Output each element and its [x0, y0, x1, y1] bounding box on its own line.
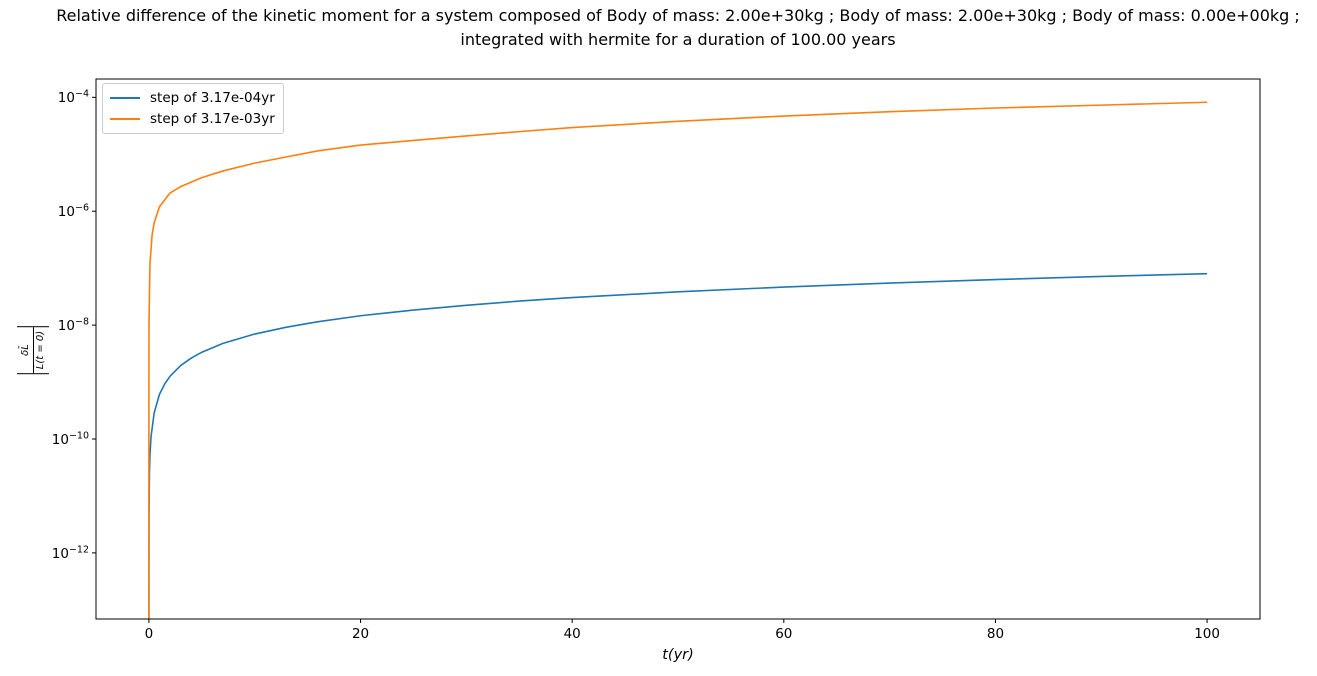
blue-line-sample-icon: [110, 97, 140, 99]
y-tick-label: 10−12: [51, 544, 89, 562]
ylabel-fraction: δL̄ L̄(t = 0): [20, 326, 46, 374]
y-tick-label: 10−10: [51, 430, 89, 448]
x-tick-label: 60: [775, 626, 792, 642]
plot-title-line1: Relative difference of the kinetic momen…: [56, 6, 1300, 25]
x-axis-label: t(yr): [662, 647, 694, 663]
ylabel-denominator: L̄(t = 0): [34, 330, 46, 370]
y-tick-label: 10−6: [57, 202, 89, 220]
axes-spine: [95, 78, 1261, 620]
x-tick-label: 100: [1194, 626, 1220, 642]
x-tick-label: 80: [987, 626, 1004, 642]
series-line-1: [148, 101, 1208, 619]
legend-item-step-3e-04: step of 3.17e-04yr: [110, 90, 275, 106]
plot-title: Relative difference of the kinetic momen…: [56, 4, 1300, 51]
legend-label: step of 3.17e-03yr: [150, 111, 275, 127]
legend-item-step-3e-03: step of 3.17e-03yr: [110, 111, 275, 127]
x-tick-label: 40: [564, 626, 581, 642]
x-tick-label: 0: [145, 626, 154, 642]
plot-title-line2: integrated with hermite for a duration o…: [460, 29, 896, 49]
x-tick-label: 20: [352, 626, 369, 642]
orange-line-sample-icon: [110, 118, 140, 120]
series-line-0: [148, 272, 1208, 619]
y-tick-label: 10−4: [57, 88, 89, 107]
abs-bar-left: [17, 373, 49, 375]
legend: step of 3.17e-04yr step of 3.17e-03yr: [102, 83, 284, 134]
y-tick-label: 10−8: [57, 316, 89, 334]
legend-label: step of 3.17e-04yr: [150, 90, 275, 106]
